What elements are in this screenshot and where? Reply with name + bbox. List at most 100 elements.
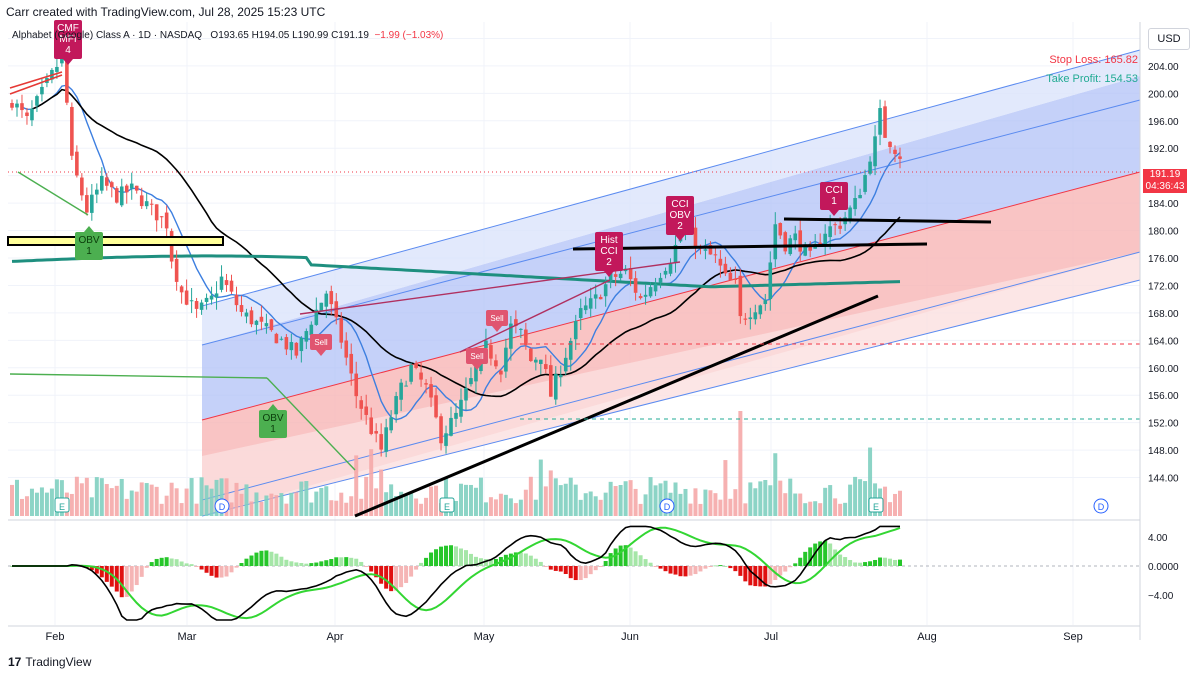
candle-body — [349, 353, 354, 374]
histogram-bar — [508, 553, 513, 566]
histogram-bar — [229, 566, 234, 573]
dividend-icon-circle — [659, 498, 675, 514]
signal-labels: CMFMFI4HistCCI2CCIOBV2CCI1OBV1OBV1SellSe… — [54, 20, 1109, 514]
volume-bar — [339, 492, 344, 516]
volume-bar — [818, 503, 823, 516]
candles[interactable] — [10, 36, 902, 458]
candle-body — [743, 318, 748, 320]
histogram-bar — [139, 566, 144, 577]
candle-body — [454, 412, 458, 419]
histogram-bar — [439, 546, 444, 566]
candle-body — [573, 321, 578, 340]
dividend-icon: D — [659, 498, 675, 514]
histogram-bar — [748, 566, 753, 586]
volume-bar — [444, 477, 449, 516]
signal-line — [12, 526, 901, 620]
volume-bar — [354, 455, 359, 516]
signal-sell-badge: Sell — [466, 348, 488, 370]
histogram-bar — [354, 558, 359, 566]
month-tick-label: Jul — [764, 631, 778, 643]
histogram-bar — [898, 559, 902, 566]
currency-button[interactable]: USD — [1148, 28, 1190, 50]
price-tick-label: 192.00 — [1148, 144, 1179, 155]
histogram-bar — [783, 566, 788, 572]
candle-body — [85, 195, 89, 213]
red-trendline — [9, 71, 63, 89]
volume-bar — [803, 503, 808, 516]
volume-bar — [214, 479, 219, 516]
histogram-bar — [663, 566, 668, 572]
candle-body — [439, 416, 443, 444]
histogram-bar — [234, 566, 239, 568]
histogram-bar — [309, 563, 314, 566]
histogram-bar — [379, 566, 384, 584]
price-tick-label: 148.00 — [1148, 446, 1179, 457]
histogram-bar — [603, 561, 608, 566]
volume-bar — [478, 477, 483, 516]
volume-bar — [883, 486, 888, 516]
volume-bar — [74, 476, 79, 516]
candle-body — [414, 362, 418, 368]
histogram-bar — [454, 546, 458, 566]
volume-bar — [718, 499, 723, 516]
price-tick-label: 176.00 — [1148, 254, 1179, 265]
histogram-bar — [568, 566, 573, 579]
histogram-bar — [808, 547, 813, 566]
histogram-bar — [728, 566, 733, 569]
candle-body — [853, 198, 857, 210]
price-tick-label: 204.00 — [1148, 62, 1179, 73]
red-trendline — [9, 74, 63, 95]
candle-body — [419, 372, 423, 380]
volume-bar — [808, 501, 813, 516]
candle-body — [95, 189, 99, 195]
tradingview-footer[interactable]: 17 TradingView — [8, 655, 91, 669]
histogram-bar — [778, 566, 783, 576]
price-tick-label: 164.00 — [1148, 336, 1179, 347]
candle-body — [104, 177, 109, 186]
volume-bar — [79, 483, 84, 516]
histogram-bar — [573, 566, 578, 581]
candle-body — [598, 296, 603, 300]
candle-body — [289, 342, 294, 351]
histogram-bar — [94, 566, 99, 574]
volume-bar — [239, 493, 244, 516]
volume-bar — [299, 481, 304, 516]
volume-bar — [374, 488, 379, 516]
footer-brand: TradingView — [25, 655, 92, 669]
signal-label-text: 1 — [270, 424, 276, 435]
candle-body — [878, 108, 882, 135]
histogram-bar — [399, 566, 404, 588]
channel-bottom-line — [201, 279, 1141, 517]
histogram-bar — [563, 566, 568, 575]
volume-bar — [648, 477, 653, 516]
signal-badge-box — [310, 334, 332, 350]
candle-body — [708, 244, 713, 255]
marker-text: D — [219, 502, 226, 512]
volume-bar — [678, 493, 683, 516]
volume-bar — [548, 470, 553, 516]
histogram-bar — [279, 556, 284, 566]
histogram-bar — [613, 548, 618, 566]
candle-body — [80, 177, 84, 196]
volume-bar — [793, 493, 798, 516]
signal-pointer — [268, 404, 278, 410]
volume-bar — [314, 491, 319, 516]
histogram-bar — [254, 552, 259, 566]
histogram-bar — [289, 561, 294, 566]
candle-body — [364, 406, 369, 415]
histogram-bar — [658, 566, 663, 569]
candle-body — [668, 263, 673, 274]
volume-bar — [778, 480, 783, 516]
volume-bar — [159, 503, 164, 516]
volume-bar — [359, 498, 364, 516]
candle-body — [429, 384, 433, 398]
volume-bar — [563, 483, 568, 516]
earnings-icon-box — [54, 497, 70, 513]
price-change: −1.99 (−1.03%) — [374, 30, 444, 41]
candle-body — [324, 293, 329, 307]
signal-label-text: Hist — [600, 235, 617, 246]
volume-bar — [503, 494, 508, 516]
dividend-icon-circle — [1093, 498, 1109, 514]
